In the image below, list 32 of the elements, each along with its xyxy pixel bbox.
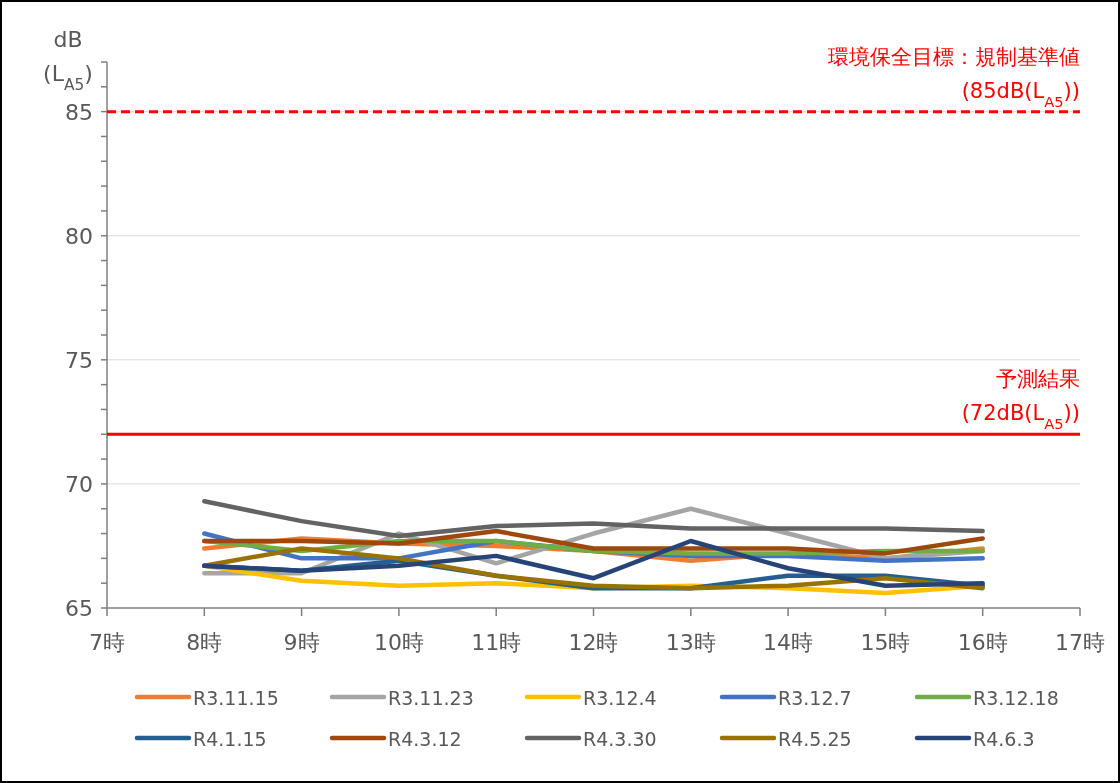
x-tick-label: 10時 xyxy=(373,630,424,655)
legend-label: R4.3.30 xyxy=(583,728,657,750)
x-tick-label: 17時 xyxy=(1055,630,1105,655)
ref-line-label: 予測結果 (72dB(L$_{A5}$)) xyxy=(961,367,1080,432)
legend-label: R3.11.15 xyxy=(193,687,279,709)
ref-line-label: 環境保全目標：規制基準値 (85dB(L$_{A5}$)) xyxy=(828,44,1080,110)
y-tick-label: 70 xyxy=(65,471,93,497)
legend-label: R3.12.7 xyxy=(778,687,852,709)
y-axis-title: dB (L$_{A5}$) xyxy=(43,27,93,94)
legend-label: R3.11.23 xyxy=(388,687,474,709)
legend-label: R4.1.15 xyxy=(193,728,267,750)
line-series xyxy=(202,538,985,588)
line-series xyxy=(202,499,985,539)
y-tick-label: 80 xyxy=(65,223,93,249)
legend-label: R3.12.18 xyxy=(973,687,1059,709)
x-tick-label: 11時 xyxy=(471,630,522,655)
legend-label: R4.6.3 xyxy=(973,728,1035,750)
x-tick-label: 16時 xyxy=(957,630,1008,655)
y-tick-label: 85 xyxy=(65,99,93,125)
x-tick-label: 7時 xyxy=(89,630,125,655)
x-tick-label: 9時 xyxy=(283,630,320,655)
x-tick-label: 8時 xyxy=(186,630,223,655)
y-tick-label: 75 xyxy=(65,347,93,373)
x-tick-label: 14時 xyxy=(763,630,814,655)
legend-label: R3.12.4 xyxy=(583,687,657,709)
x-tick-label: 12時 xyxy=(568,630,619,655)
x-tick-label: 13時 xyxy=(665,630,716,655)
line-series xyxy=(202,528,985,556)
legend-label: R4.3.12 xyxy=(388,728,462,750)
y-tick-label: 65 xyxy=(65,596,93,621)
legend-label: R4.5.25 xyxy=(778,728,852,750)
x-tick-label: 15時 xyxy=(860,630,911,655)
